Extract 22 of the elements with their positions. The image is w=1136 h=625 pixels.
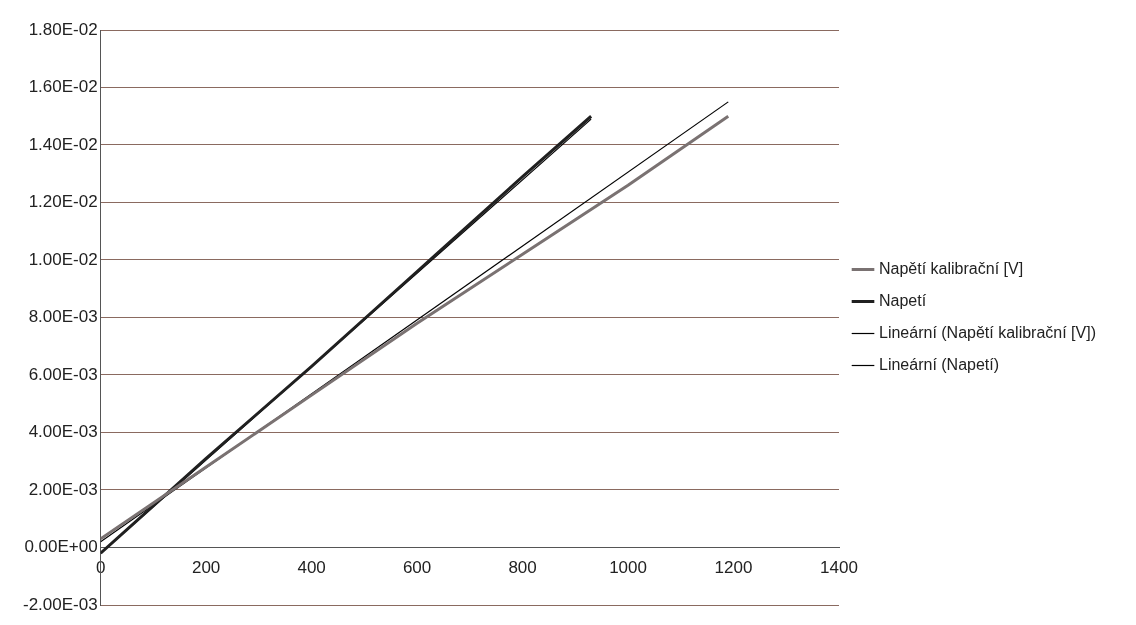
legend-label: Lineární (Napetí) [879, 355, 1000, 373]
x-tick-label: 1200 [714, 558, 753, 578]
x-tick-label: 400 [297, 558, 326, 578]
y-tick-label: 1.00E-02 [28, 249, 98, 269]
x-tick-label: 200 [191, 558, 221, 578]
y-tick-label: 1.80E-02 [28, 19, 98, 39]
x-tick-label: 800 [508, 558, 537, 578]
legend-label: Napetí [879, 291, 927, 309]
y-tick-label: 0.00E+00 [24, 537, 98, 557]
legend-label: Lineární (Napětí kalibrační [V]) [879, 323, 1097, 341]
x-tick-label: 1400 [820, 558, 858, 578]
y-tick-label: 2.00E-03 [28, 479, 98, 499]
y-tick-label: 8.00E-03 [28, 307, 98, 327]
legend-label: Napětí kalibrační [V] [879, 259, 1024, 277]
y-tick-label: 1.60E-02 [28, 77, 98, 97]
y-tick-label: 4.00E-03 [28, 422, 98, 442]
x-tick-label: 1000 [609, 558, 647, 578]
y-tick-label: -2.00E-03 [22, 594, 98, 614]
x-tick-label: 600 [402, 558, 432, 578]
y-tick-label: 1.40E-02 [28, 134, 98, 154]
y-tick-label: 6.00E-03 [28, 364, 98, 384]
y-tick-label: 1.20E-02 [28, 192, 98, 212]
